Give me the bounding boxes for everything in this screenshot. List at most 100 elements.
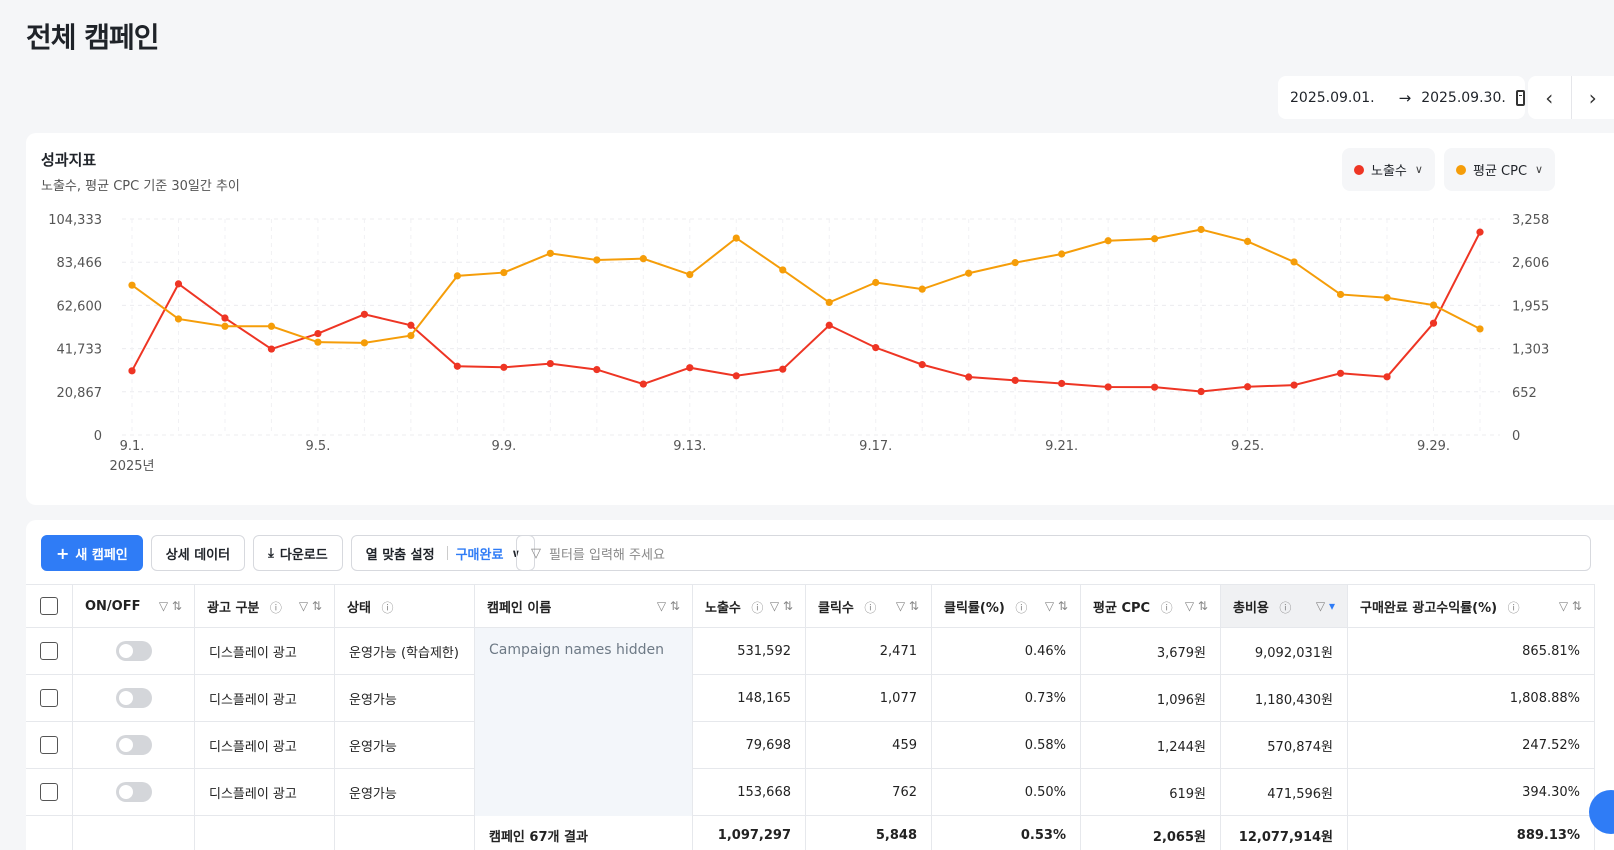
x-tick-label: 9.29.: [1417, 439, 1450, 454]
info-icon[interactable]: ⓘ: [269, 600, 282, 615]
row-checkbox[interactable]: [40, 783, 58, 801]
data-point: [593, 256, 601, 264]
data-point: [221, 314, 229, 322]
header-label: 총비용: [1233, 600, 1269, 616]
filter-input[interactable]: ▽ 필터를 입력해 주세요: [516, 535, 1591, 571]
info-icon[interactable]: ⓘ: [1015, 600, 1028, 615]
data-point: [686, 364, 694, 372]
filter-sort-icon[interactable]: ▽ ⇅: [298, 599, 322, 613]
legend-impressions-button[interactable]: 노출수 ∨: [1342, 148, 1435, 191]
table-header-row: ON/OFF ▽ ⇅ 광고 구분 ⓘ ▽ ⇅ 상태 ⓘ 캠페인 이름 ▽ ⇅ 노출수 …: [26, 584, 1595, 628]
info-icon[interactable]: ⓘ: [381, 600, 394, 615]
data-point: [732, 234, 740, 242]
onoff-toggle[interactable]: [115, 782, 152, 802]
filter-sort-icon[interactable]: ▽ ⇅: [769, 599, 793, 613]
filter-sort-icon[interactable]: ▽ ⇅: [895, 599, 919, 613]
onoff-toggle[interactable]: [115, 641, 152, 661]
row-checkbox[interactable]: [40, 689, 58, 707]
data-point: [872, 278, 880, 287]
data-point: [1151, 235, 1159, 243]
header-label: 클릭수: [818, 600, 854, 616]
total-ctr: 0.53%: [931, 815, 1081, 850]
header-onoff[interactable]: ON/OFF ▽ ⇅: [72, 584, 195, 628]
download-label: 다운로드: [279, 547, 328, 563]
header-status[interactable]: 상태 ⓘ: [334, 584, 475, 628]
total-row: 캠페인 67개 결과 1,097,297 5,848 0.53% 2,065원 …: [26, 815, 1595, 850]
table-row[interactable]: 디스플레이 광고 운영가능 148,165 1,077 0.73% 1,096원…: [26, 674, 1595, 722]
filter-sort-icon[interactable]: ▽ ⇅: [1044, 599, 1068, 613]
y-left-tick-label: 62,600: [57, 299, 103, 314]
x-tick-label: 9.17.: [859, 439, 892, 454]
header-roas[interactable]: 구매완료 광고수익률(%) ⓘ ▽ ⇅: [1347, 584, 1595, 628]
column-setting-value: 구매완료: [455, 547, 504, 563]
cost-cell: 471,596원: [1220, 768, 1348, 816]
header-clicks[interactable]: 클릭수 ⓘ ▽ ⇅: [805, 584, 932, 628]
row-checkbox[interactable]: [40, 736, 58, 754]
data-point: [1476, 325, 1484, 333]
data-point: [1197, 225, 1205, 234]
info-icon[interactable]: ⓘ: [1279, 600, 1292, 615]
data-point: [314, 329, 322, 338]
info-icon[interactable]: ⓘ: [751, 600, 764, 615]
y-right-tick-label: 2,606: [1512, 256, 1549, 271]
column-setting-dropdown[interactable]: 열 맞춤 설정 구매완료 ∨: [350, 535, 536, 571]
row-checkbox[interactable]: [40, 642, 58, 660]
orange-dot-icon: [1456, 164, 1466, 175]
filter-sort-icon[interactable]: ▽ ⇅: [1184, 599, 1208, 613]
data-point: [965, 373, 973, 381]
info-icon[interactable]: ⓘ: [864, 600, 877, 615]
select-all-checkbox[interactable]: [40, 597, 58, 615]
new-campaign-button[interactable]: + 새 캠페인: [41, 535, 143, 571]
filter-sort-desc-icon[interactable]: ▽ ▾: [1315, 599, 1335, 613]
data-point: [1429, 301, 1438, 309]
legend-cpc-button[interactable]: 평균 CPC ∨: [1444, 148, 1556, 191]
header-campaign-name[interactable]: 캠페인 이름 ▽ ⇅: [474, 584, 693, 628]
download-button[interactable]: ⤓ 다운로드: [253, 535, 343, 571]
onoff-toggle[interactable]: [115, 735, 152, 755]
filter-sort-icon[interactable]: ▽ ⇅: [1558, 599, 1582, 613]
header-label: 클릭률(%): [944, 600, 1005, 616]
status-cell: 운영가능 (학습제한): [334, 627, 475, 675]
performance-line-chart: 0 0 20,867 652 41,733 1,303 62,600 1,955 83,466 2…: [48, 213, 1549, 474]
data-point: [1011, 376, 1019, 384]
x-tick-label: 9.1.: [120, 439, 145, 454]
filter-placeholder: 필터를 입력해 주세요: [549, 547, 665, 563]
data-point: [128, 367, 136, 375]
filter-sort-icon[interactable]: ▽ ⇅: [656, 599, 680, 613]
next-period-button[interactable]: ›: [1588, 85, 1597, 110]
data-point: [221, 322, 229, 330]
data-point: [546, 359, 554, 368]
header-ctr[interactable]: 클릭률(%) ⓘ ▽ ⇅: [931, 584, 1081, 628]
info-icon[interactable]: ⓘ: [1507, 600, 1520, 615]
header-impressions[interactable]: 노출수 ⓘ ▽ ⇅: [692, 584, 806, 628]
filter-sort-icon[interactable]: ▽ ⇅: [158, 599, 182, 613]
header-label: 캠페인 이름: [487, 600, 552, 616]
onoff-toggle[interactable]: [115, 688, 152, 708]
x-tick-label: 9.9.: [491, 439, 516, 454]
detail-data-button[interactable]: 상세 데이터: [150, 535, 246, 571]
data-point: [1383, 294, 1391, 302]
y-left-tick-label: 83,466: [57, 256, 103, 271]
info-icon[interactable]: ⓘ: [1160, 600, 1173, 615]
prev-period-button[interactable]: ‹: [1528, 76, 1572, 119]
roas-cell: 1,808.88%: [1347, 674, 1595, 722]
header-cpc[interactable]: 평균 CPC ⓘ ▽ ⇅: [1080, 584, 1221, 628]
impressions-cell: 531,592: [692, 627, 806, 675]
table-row[interactable]: 디스플레이 광고 운영가능 153,668 762 0.50% 619원 471…: [26, 768, 1595, 816]
table-row[interactable]: 디스플레이 광고 운영가능 79,698 459 0.58% 1,244원 57…: [26, 721, 1595, 769]
date-range-picker[interactable]: 2025.09.01. → 2025.09.30.: [1278, 76, 1525, 119]
total-clicks: 5,848: [805, 815, 932, 850]
date-nav: ‹ ›: [1528, 76, 1614, 119]
red-dot-icon: [1354, 164, 1364, 175]
campaign-table: ON/OFF ▽ ⇅ 광고 구분 ⓘ ▽ ⇅ 상태 ⓘ 캠페인 이름 ▽ ⇅ 노출수 …: [26, 584, 1595, 850]
end-date: 2025.09.30.: [1421, 89, 1506, 106]
header-ad-type[interactable]: 광고 구분 ⓘ ▽ ⇅: [194, 584, 335, 628]
table-row[interactable]: 디스플레이 광고 운영가능 (학습제한) Campaign names hidd…: [26, 627, 1595, 816]
header-label: 노출수: [705, 600, 741, 616]
calendar-icon[interactable]: [1515, 89, 1525, 106]
data-point: [593, 365, 601, 374]
data-point: [407, 331, 415, 340]
data-point: [779, 365, 787, 373]
row-checkbox-cell: [26, 674, 73, 722]
header-cost[interactable]: 총비용 ⓘ ▽ ▾: [1220, 584, 1348, 628]
